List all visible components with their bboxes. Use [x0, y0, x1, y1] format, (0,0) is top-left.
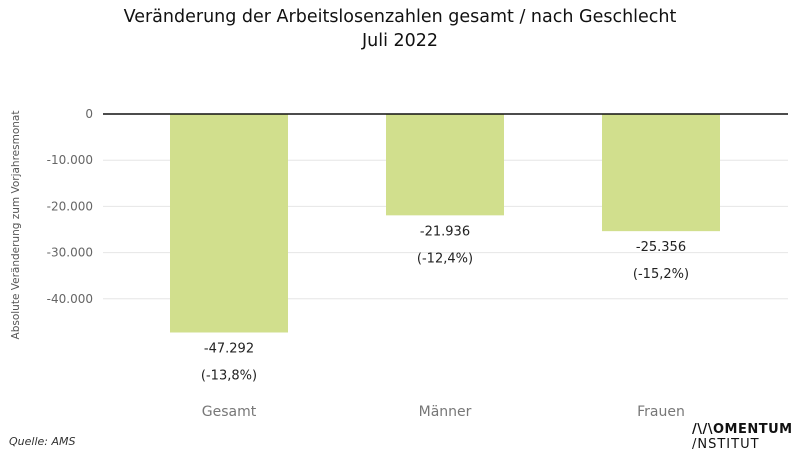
chart-subtitle: Juli 2022	[361, 31, 439, 51]
percent-label: (-13,8%)	[201, 368, 257, 383]
data-label: -25.356	[636, 240, 686, 255]
bar	[386, 114, 504, 216]
y-tick-label: -10.000	[47, 153, 93, 167]
data-label: -21.936	[420, 224, 470, 239]
bar	[170, 114, 288, 333]
y-tick-label: 0	[85, 107, 93, 121]
percent-label: (-12,4%)	[417, 251, 473, 266]
source-note: Quelle: AMS	[9, 435, 76, 448]
y-tick-label: -20.000	[47, 199, 93, 213]
bar	[602, 114, 720, 232]
percent-label: (-15,2%)	[633, 267, 689, 282]
chart-title: Veränderung der Arbeitslosenzahlen gesam…	[123, 7, 677, 27]
x-category-label: Gesamt	[202, 404, 257, 420]
x-category-label: Männer	[419, 404, 472, 420]
x-category-label: Frauen	[637, 404, 685, 420]
y-tick-label: -30.000	[47, 246, 93, 260]
logo-line2: /NSTITUT	[692, 437, 760, 452]
data-label: -47.292	[204, 341, 254, 356]
logo-line1: /\/\OMENTUM	[692, 422, 793, 437]
momentum-logo: /\/\OMENTUM /NSTITUT	[692, 422, 800, 452]
y-tick-label: -40.000	[47, 292, 93, 306]
